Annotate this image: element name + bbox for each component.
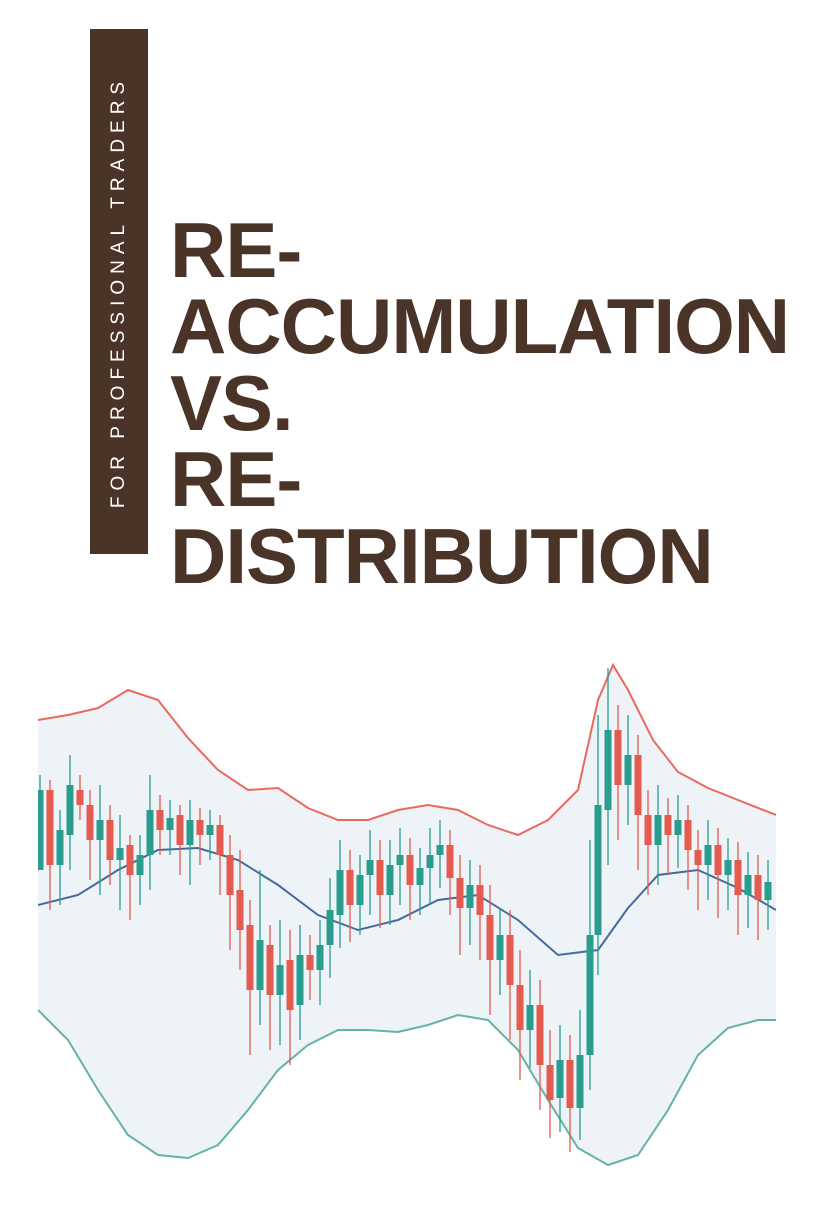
chart-svg — [38, 660, 776, 1170]
candle-body — [537, 1005, 544, 1065]
candle-body — [337, 870, 344, 915]
candle-body — [407, 855, 414, 885]
candle-body — [735, 860, 742, 895]
candle-body — [577, 1055, 584, 1108]
candle-body — [317, 945, 324, 970]
candle-body — [387, 865, 394, 895]
candlestick-chart — [38, 660, 776, 1170]
candle-body — [517, 985, 524, 1030]
candle-body — [257, 940, 264, 990]
candle-body — [57, 830, 64, 865]
candle-body — [587, 935, 594, 1055]
page-title: RE-ACCUMULATION VS. RE-DISTRIBUTION — [170, 212, 790, 594]
candle-body — [487, 915, 494, 960]
page-root: FOR PROFESSIONAL TRADERS RE-ACCUMULATION… — [0, 0, 813, 1219]
candle-body — [715, 845, 722, 875]
candle-body — [625, 755, 632, 785]
candle-body — [47, 790, 54, 865]
candle-body — [605, 730, 612, 810]
candle-body — [567, 1060, 574, 1108]
candle-body — [347, 870, 354, 905]
candle-body — [107, 820, 114, 860]
candle-body — [457, 878, 464, 908]
candle-body — [247, 925, 254, 990]
candle-body — [755, 875, 762, 900]
candle-body — [547, 1065, 554, 1100]
candle-body — [87, 805, 94, 840]
candle-body — [77, 790, 84, 805]
candle-body — [97, 820, 104, 840]
candle-body — [127, 845, 134, 875]
candle-body — [147, 810, 154, 855]
candle-body — [38, 790, 44, 870]
candle-body — [237, 890, 244, 930]
candle-body — [765, 882, 772, 900]
candle-body — [427, 855, 434, 868]
candle-body — [297, 955, 304, 1005]
candle-body — [367, 860, 374, 875]
candle-body — [725, 860, 732, 875]
candle-body — [685, 820, 692, 850]
candle-body — [307, 955, 314, 970]
candle-body — [615, 730, 622, 785]
candle-body — [447, 845, 454, 878]
candle-body — [187, 820, 194, 845]
candle-body — [67, 785, 74, 835]
candle-body — [377, 860, 384, 895]
candle-body — [327, 910, 334, 945]
candle-body — [705, 845, 712, 865]
candle-body — [287, 960, 294, 1010]
candle-body — [227, 855, 234, 895]
sidebar-label-text: FOR PROFESSIONAL TRADERS — [108, 75, 130, 507]
candle-body — [217, 825, 224, 855]
candle-body — [357, 875, 364, 905]
title-line-1: RE-ACCUMULATION — [170, 212, 790, 365]
candle-body — [277, 965, 284, 995]
candle-body — [557, 1060, 564, 1098]
title-line-3: RE-DISTRIBUTION — [170, 441, 790, 594]
candle-body — [655, 815, 662, 845]
candle-body — [527, 1005, 534, 1030]
candle-body — [595, 805, 602, 935]
title-line-2: VS. — [170, 365, 790, 441]
candle-body — [137, 855, 144, 875]
candle-body — [497, 935, 504, 960]
candle-body — [157, 810, 164, 830]
candle-body — [745, 875, 752, 895]
candle-body — [437, 845, 444, 855]
candle-body — [167, 818, 174, 830]
candle-body — [477, 885, 484, 915]
candle-body — [675, 820, 682, 835]
candle-body — [635, 755, 642, 815]
candle-body — [397, 855, 404, 865]
candle-body — [665, 815, 672, 835]
candle-body — [645, 815, 652, 845]
candle-body — [197, 820, 204, 835]
candle-body — [417, 868, 424, 885]
candle-body — [507, 935, 514, 985]
candle-body — [207, 825, 214, 835]
candle-body — [177, 815, 184, 845]
sidebar-label-block: FOR PROFESSIONAL TRADERS — [90, 29, 148, 554]
candle-body — [267, 945, 274, 995]
candle-body — [695, 850, 702, 865]
candle-body — [467, 885, 474, 908]
candle-body — [117, 848, 124, 860]
